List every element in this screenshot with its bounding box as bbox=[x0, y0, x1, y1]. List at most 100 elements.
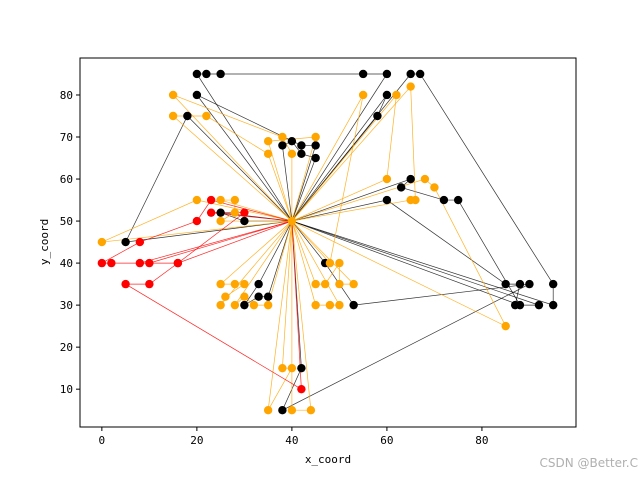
customer-point bbox=[254, 292, 263, 301]
customer-point bbox=[297, 141, 306, 150]
y-tick-label: 20 bbox=[60, 341, 73, 354]
y-tick-label: 40 bbox=[60, 257, 73, 270]
customer-point bbox=[392, 90, 401, 100]
customer-point bbox=[254, 279, 263, 289]
customer-point bbox=[439, 195, 449, 205]
customer-point bbox=[287, 137, 297, 146]
customer-point bbox=[311, 279, 320, 289]
y-ticks: 10 20 30 40 50 60 70 80 bbox=[60, 89, 80, 396]
route-line-3 bbox=[291, 73, 554, 306]
customer-point bbox=[287, 363, 297, 373]
customer-point bbox=[534, 300, 544, 310]
route-line-10 bbox=[244, 220, 293, 306]
route-line-20 bbox=[219, 220, 293, 306]
customer-point bbox=[249, 300, 259, 310]
customer-point bbox=[263, 137, 273, 146]
x-tick-label: 80 bbox=[475, 434, 488, 447]
route-line-16 bbox=[291, 85, 416, 222]
y-tick-label: 30 bbox=[60, 299, 73, 312]
x-axis-label: x_coord bbox=[305, 453, 351, 466]
customer-point bbox=[202, 69, 211, 79]
customer-point bbox=[206, 195, 216, 205]
customer-point bbox=[430, 183, 439, 192]
customer-point bbox=[202, 111, 211, 121]
customer-point bbox=[311, 300, 320, 310]
customer-point bbox=[453, 195, 463, 205]
route-line-25 bbox=[291, 221, 312, 411]
customer-point bbox=[230, 300, 240, 310]
depot-point bbox=[287, 216, 297, 226]
customer-point bbox=[335, 279, 344, 289]
customer-point bbox=[548, 300, 558, 310]
customer-point bbox=[278, 405, 287, 415]
customer-point bbox=[406, 82, 415, 91]
customer-point bbox=[240, 292, 249, 301]
customer-point bbox=[320, 279, 330, 289]
customer-point bbox=[548, 279, 558, 289]
customer-point bbox=[121, 237, 130, 247]
route-line-4 bbox=[291, 94, 388, 222]
customer-point bbox=[325, 258, 335, 268]
customer-point bbox=[168, 111, 178, 121]
customer-point bbox=[145, 279, 154, 289]
customer-point bbox=[240, 279, 249, 289]
customer-point bbox=[306, 405, 316, 415]
customer-point bbox=[230, 208, 240, 217]
customer-point bbox=[107, 258, 116, 268]
y-tick-label: 60 bbox=[60, 173, 73, 186]
customer-point bbox=[192, 90, 202, 100]
customer-point bbox=[278, 141, 287, 150]
customer-point bbox=[216, 300, 225, 310]
customer-point bbox=[216, 279, 225, 289]
customer-point bbox=[240, 216, 249, 226]
y-tick-label: 10 bbox=[60, 383, 73, 396]
customer-point bbox=[192, 216, 202, 226]
customer-point bbox=[297, 363, 306, 373]
customer-point bbox=[278, 363, 287, 373]
axes-frame bbox=[79, 57, 577, 428]
customer-point bbox=[311, 141, 320, 150]
customer-point bbox=[406, 195, 415, 205]
route-line-24 bbox=[267, 221, 293, 411]
customer-point bbox=[515, 279, 525, 289]
customer-point bbox=[382, 195, 392, 205]
customer-point bbox=[420, 174, 430, 184]
customer-point bbox=[297, 384, 306, 394]
customer-point bbox=[325, 300, 335, 310]
route-line-28 bbox=[139, 220, 293, 264]
customer-point bbox=[311, 153, 320, 163]
x-tick-label: 0 bbox=[99, 434, 106, 447]
customer-point bbox=[206, 208, 216, 217]
customer-point bbox=[221, 292, 230, 301]
route-line-21 bbox=[234, 220, 293, 306]
customer-point bbox=[358, 90, 368, 100]
y-tick-label: 50 bbox=[60, 215, 73, 228]
customer-point bbox=[263, 300, 273, 310]
customer-point bbox=[192, 69, 202, 79]
customer-point bbox=[525, 279, 534, 289]
route-line-5 bbox=[282, 140, 317, 222]
x-tick-label: 40 bbox=[285, 434, 298, 447]
customer-point bbox=[192, 195, 202, 205]
customer-point bbox=[501, 321, 510, 331]
customer-point bbox=[230, 279, 240, 289]
customer-point bbox=[501, 279, 510, 289]
customer-point bbox=[183, 111, 192, 121]
customer-point bbox=[135, 237, 145, 247]
customer-point bbox=[216, 69, 225, 79]
customer-point bbox=[406, 174, 415, 184]
customer-point bbox=[216, 195, 225, 205]
customer-point bbox=[216, 208, 225, 217]
customer-point bbox=[263, 405, 273, 415]
x-ticks: 0 20 40 60 80 bbox=[99, 427, 489, 447]
customer-point bbox=[287, 149, 297, 159]
route-line-2 bbox=[125, 115, 293, 243]
route-line-17 bbox=[291, 178, 507, 327]
customer-point bbox=[373, 111, 382, 121]
customer-point bbox=[297, 149, 306, 159]
customer-point bbox=[382, 174, 392, 184]
customer-point bbox=[145, 258, 154, 268]
route-lines bbox=[101, 73, 554, 411]
customer-point bbox=[278, 132, 287, 142]
